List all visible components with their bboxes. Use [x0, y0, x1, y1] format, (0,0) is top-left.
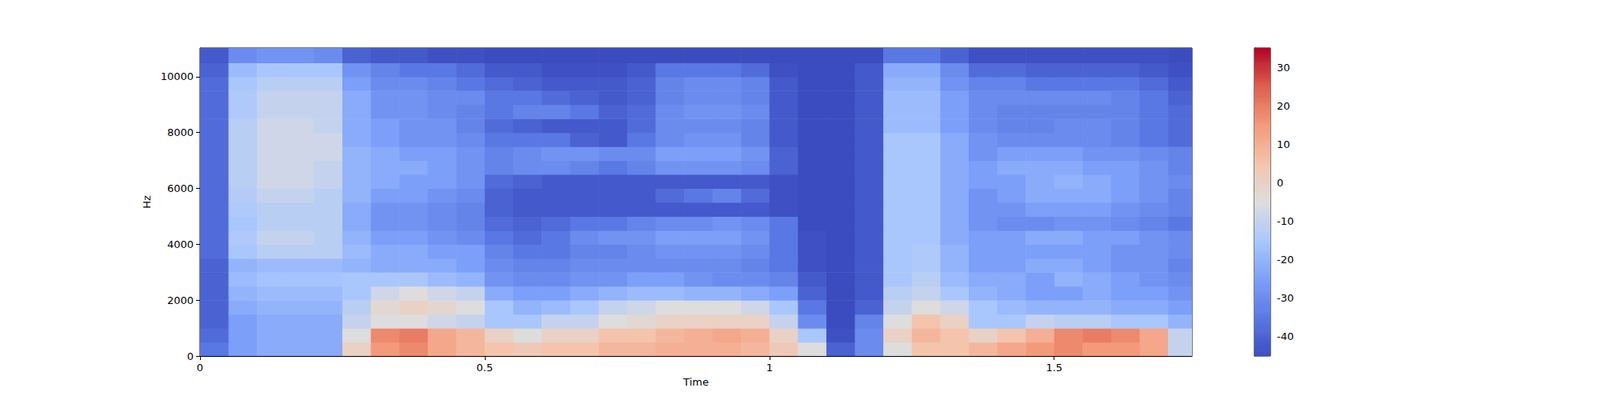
svg-text:0.5: 0.5: [476, 361, 494, 374]
svg-text:2000: 2000: [167, 294, 194, 307]
svg-text:10000: 10000: [160, 70, 194, 83]
svg-text:Hz: Hz: [140, 195, 153, 209]
svg-text:0: 0: [1276, 176, 1284, 189]
svg-text:-40: -40: [1276, 330, 1294, 343]
svg-text:6000: 6000: [167, 182, 194, 195]
svg-text:1.5: 1.5: [1045, 361, 1063, 374]
svg-text:-20: -20: [1276, 253, 1294, 266]
svg-text:-10: -10: [1276, 215, 1294, 228]
svg-text:20: 20: [1276, 100, 1291, 112]
svg-text:0: 0: [196, 361, 204, 374]
svg-text:4000: 4000: [167, 238, 194, 251]
svg-text:30: 30: [1276, 61, 1291, 74]
svg-text:0: 0: [187, 350, 194, 363]
svg-text:Time: Time: [682, 376, 709, 388]
svg-text:1: 1: [766, 361, 773, 374]
svg-text:-30: -30: [1276, 292, 1294, 304]
svg-text:10: 10: [1276, 138, 1291, 151]
svg-text:8000: 8000: [167, 126, 194, 139]
